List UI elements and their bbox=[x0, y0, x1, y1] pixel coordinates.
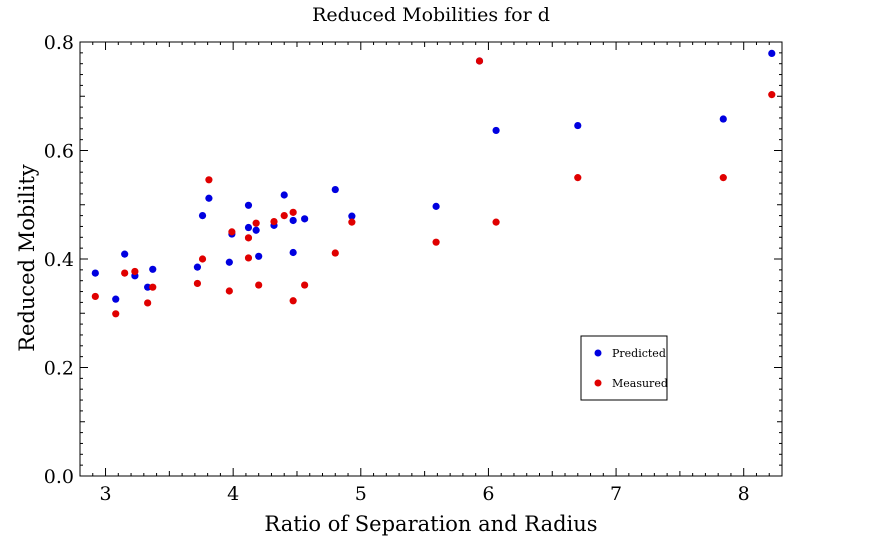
data-point-predicted bbox=[432, 202, 440, 210]
data-point-predicted bbox=[348, 212, 356, 220]
data-points bbox=[91, 49, 776, 318]
data-point-measured bbox=[432, 238, 440, 246]
data-point-measured bbox=[225, 287, 233, 295]
y-axis-ticks: 0.0 0.2 0.4 0.6 0.8 bbox=[44, 32, 782, 488]
data-point-measured bbox=[301, 281, 309, 289]
data-point-predicted bbox=[225, 258, 233, 266]
legend-label-measured: Measured bbox=[612, 377, 668, 390]
data-point-measured bbox=[475, 57, 484, 65]
data-point-predicted bbox=[112, 295, 120, 303]
data-point-predicted bbox=[289, 248, 297, 257]
data-point-predicted bbox=[280, 191, 288, 199]
data-point-measured bbox=[144, 299, 152, 307]
data-point-predicted bbox=[331, 185, 339, 194]
x-tick-label: 7 bbox=[610, 483, 622, 505]
data-point-predicted bbox=[91, 269, 99, 277]
data-point-measured bbox=[193, 279, 202, 288]
data-point-measured bbox=[205, 176, 213, 184]
data-point-measured bbox=[149, 283, 157, 291]
data-point-predicted bbox=[719, 115, 727, 123]
x-tick-label: 3 bbox=[99, 483, 111, 505]
data-point-measured bbox=[719, 174, 727, 182]
data-point-predicted bbox=[768, 49, 776, 57]
data-point-predicted bbox=[255, 252, 263, 260]
data-point-measured bbox=[574, 174, 582, 182]
data-point-predicted bbox=[301, 215, 309, 223]
data-point-measured bbox=[768, 91, 776, 99]
data-point-measured bbox=[228, 228, 236, 236]
data-point-measured bbox=[289, 297, 297, 305]
data-point-predicted bbox=[198, 212, 207, 220]
legend-box bbox=[580, 335, 668, 401]
y-tick-label: 0.6 bbox=[44, 141, 74, 163]
data-point-measured bbox=[289, 208, 297, 216]
legend-marker-predicted bbox=[594, 349, 602, 357]
data-point-measured bbox=[198, 255, 207, 263]
y-axis-label: Reduced Mobility bbox=[15, 164, 39, 352]
data-point-measured bbox=[252, 219, 260, 227]
data-point-measured bbox=[348, 218, 356, 226]
data-point-predicted bbox=[121, 250, 129, 258]
x-axis-ticks: 3 4 5 6 7 8 bbox=[79, 42, 783, 505]
y-tick-label: 0.2 bbox=[44, 358, 74, 380]
data-point-measured bbox=[121, 269, 129, 277]
data-point-predicted bbox=[492, 126, 500, 135]
data-point-measured bbox=[112, 310, 120, 318]
data-point-predicted bbox=[193, 263, 202, 271]
x-axis-label: Ratio of Separation and Radius bbox=[264, 512, 597, 536]
plot-frame bbox=[79, 41, 783, 477]
data-point-predicted bbox=[252, 226, 260, 234]
y-tick-label: 0.4 bbox=[44, 249, 74, 271]
data-point-measured bbox=[91, 292, 99, 301]
data-point-predicted bbox=[144, 283, 152, 291]
x-tick-label: 8 bbox=[738, 483, 750, 505]
legend-label-predicted: Predicted bbox=[612, 347, 666, 360]
data-point-predicted bbox=[244, 223, 253, 232]
data-point-measured bbox=[331, 249, 339, 257]
legend: Predicted Measured bbox=[580, 335, 668, 401]
data-point-predicted bbox=[149, 265, 157, 273]
data-point-predicted bbox=[244, 201, 253, 209]
x-tick-label: 4 bbox=[227, 483, 239, 505]
data-point-predicted bbox=[574, 121, 582, 130]
chart-title: Reduced Mobilities for d bbox=[312, 4, 550, 26]
data-point-measured bbox=[492, 218, 500, 226]
x-tick-label: 5 bbox=[355, 483, 367, 505]
y-tick-label: 0.0 bbox=[44, 466, 74, 488]
y-tick-label: 0.8 bbox=[44, 32, 74, 54]
legend-marker-measured bbox=[594, 379, 602, 387]
data-point-measured bbox=[255, 281, 263, 289]
x-tick-label: 6 bbox=[482, 483, 494, 505]
data-point-measured bbox=[131, 267, 139, 276]
data-point-measured bbox=[270, 217, 278, 226]
data-point-measured bbox=[244, 254, 253, 262]
data-point-measured bbox=[280, 212, 288, 220]
data-point-measured bbox=[244, 234, 253, 242]
data-point-predicted bbox=[205, 194, 213, 202]
data-point-predicted bbox=[289, 216, 297, 225]
